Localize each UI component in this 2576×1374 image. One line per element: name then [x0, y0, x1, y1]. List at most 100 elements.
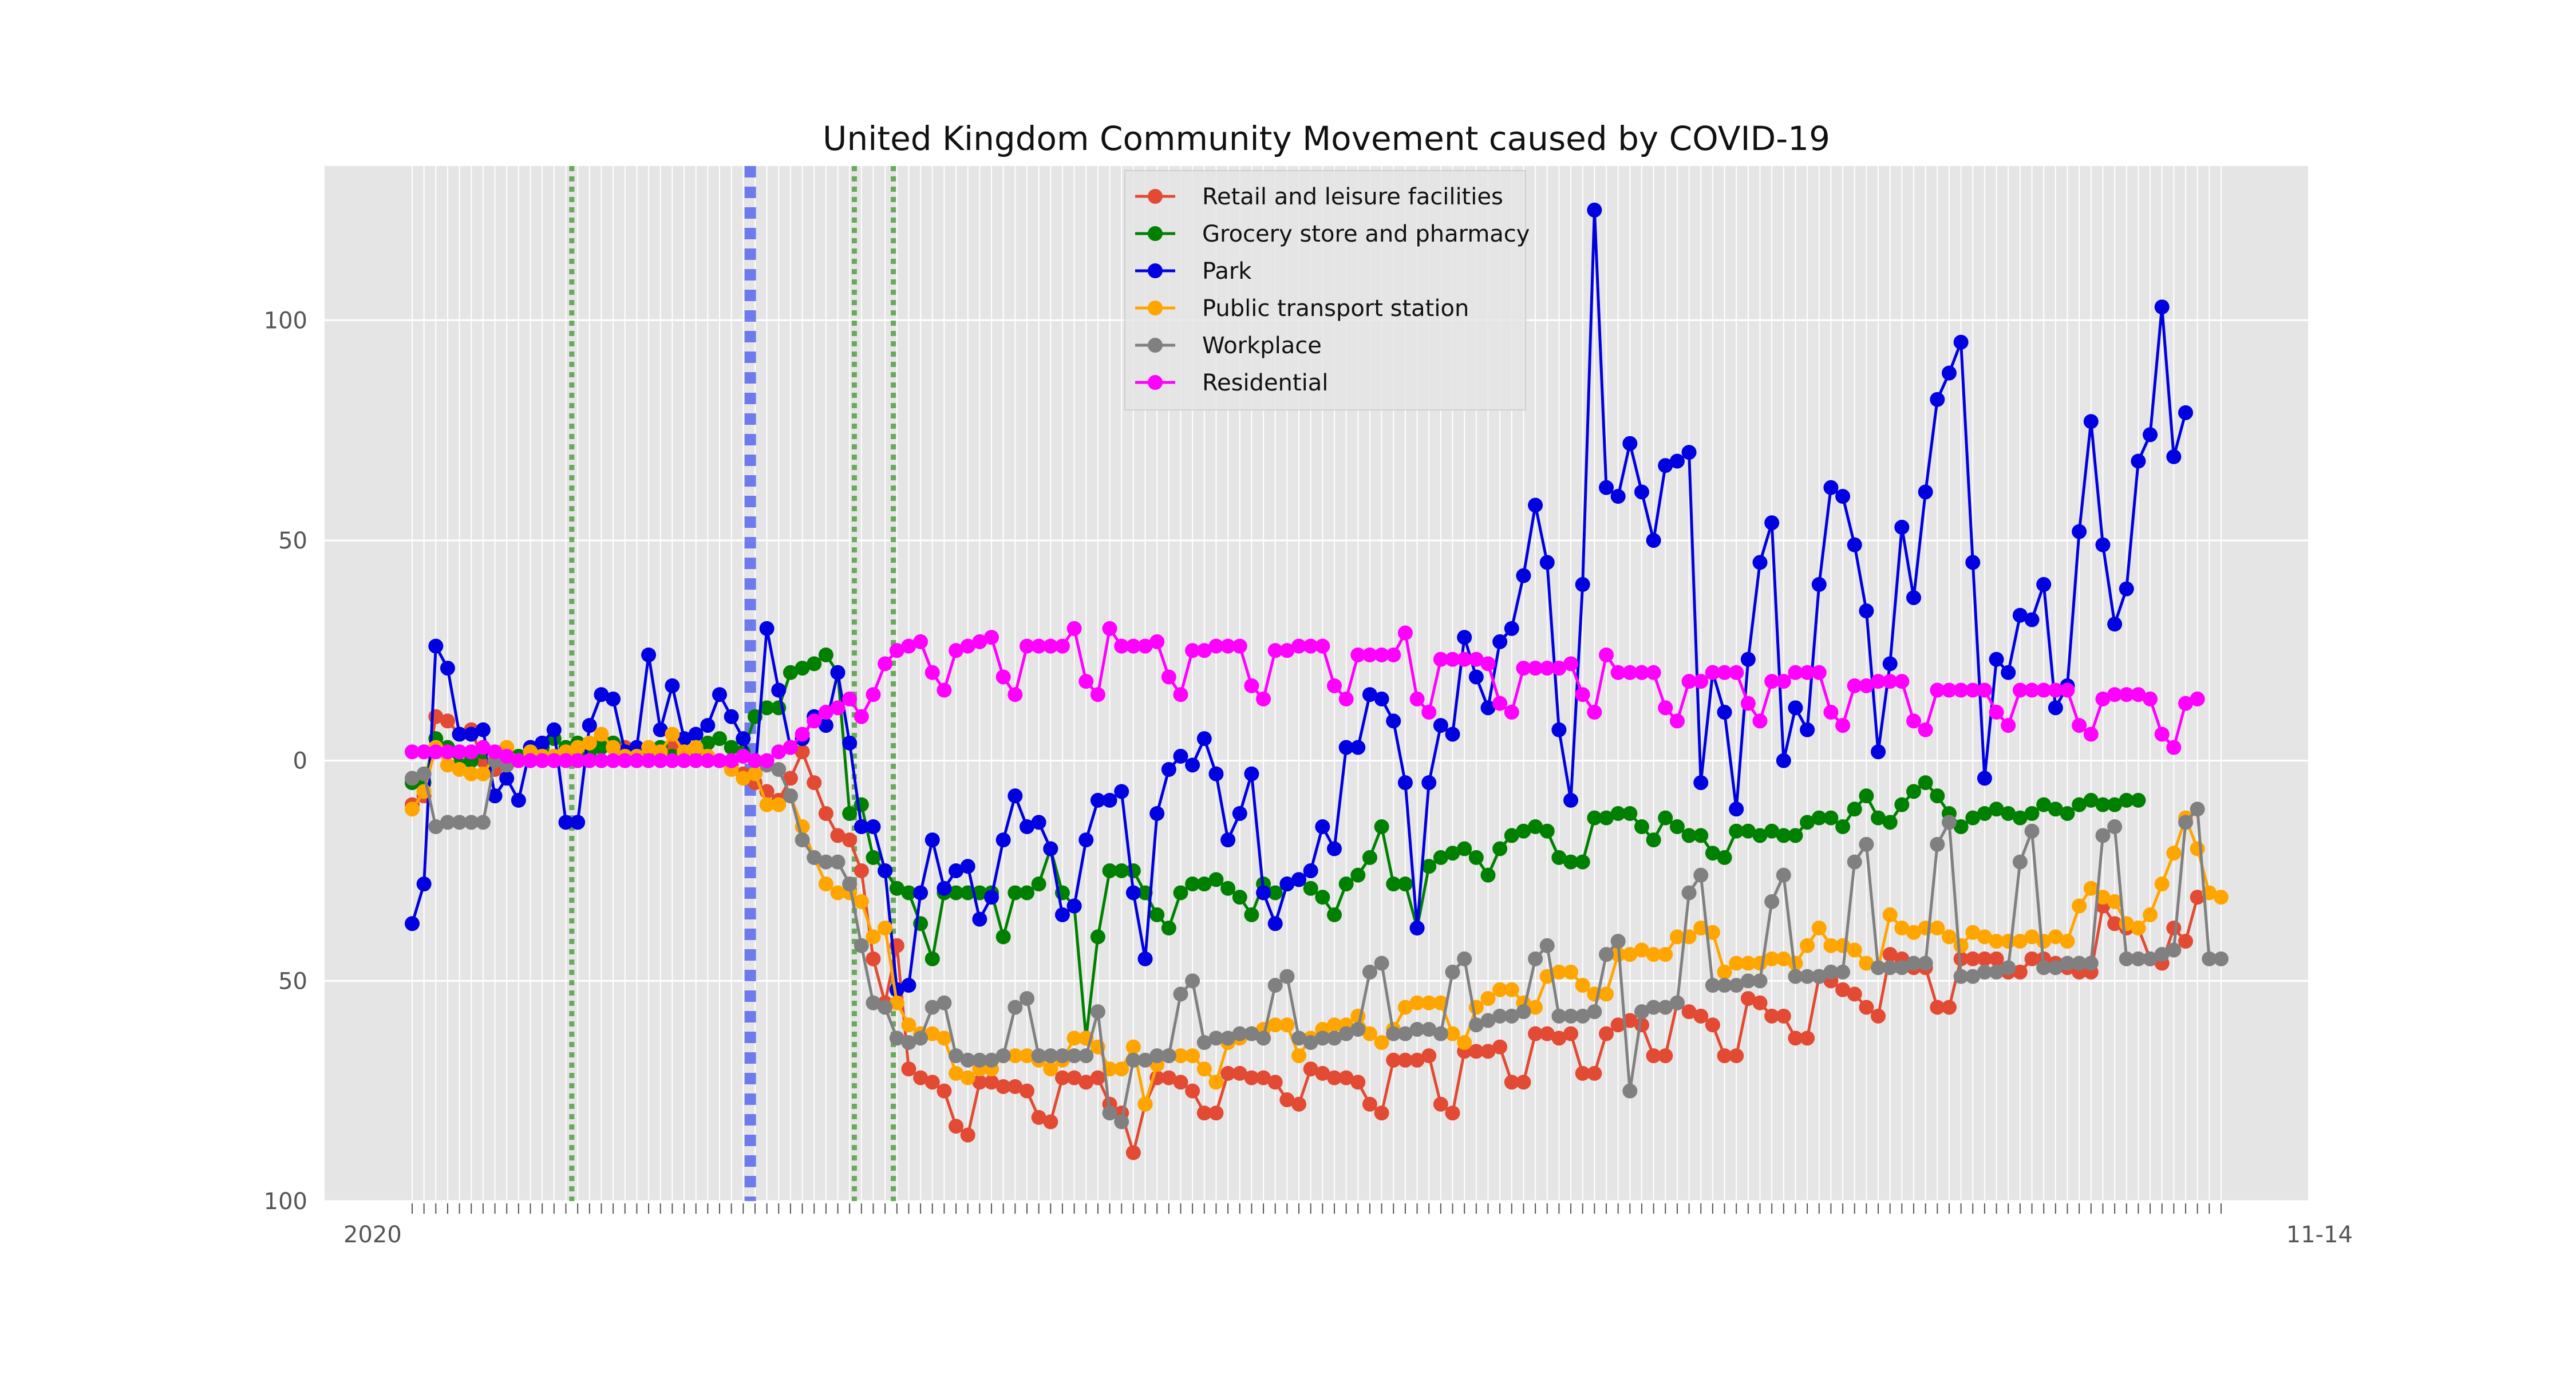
data-point: [641, 647, 657, 662]
data-point: [1043, 1114, 1058, 1130]
data-point: [1965, 682, 1981, 698]
data-point: [1989, 652, 2004, 667]
data-point: [1066, 1048, 1082, 1064]
axes: 100 50 0 50 100 2020 11-14: [264, 307, 2353, 1248]
data-point: [2048, 929, 2063, 945]
data-point: [1882, 674, 1898, 689]
data-point: [1196, 731, 1212, 747]
data-point: [1161, 920, 1176, 935]
data-point: [1102, 621, 1117, 636]
data-point: [854, 938, 869, 953]
data-point: [818, 854, 833, 870]
data-point: [582, 718, 597, 733]
data-point: [1125, 885, 1141, 901]
data-point: [1244, 1070, 1259, 1085]
data-point: [1669, 819, 1685, 835]
data-point: [889, 995, 904, 1010]
y-tick-label: 50: [278, 528, 307, 554]
data-point: [1326, 1030, 1342, 1046]
series-5: [405, 621, 2205, 768]
data-point: [795, 744, 810, 760]
data-point: [1764, 515, 1780, 531]
data-point: [1693, 674, 1709, 689]
data-point: [2048, 682, 2063, 698]
data-point: [1646, 832, 1661, 848]
data-point: [452, 762, 467, 777]
data-point: [1090, 1004, 1105, 1020]
data-point: [1918, 775, 1933, 791]
data-point: [1693, 775, 1709, 791]
data-point: [1326, 1017, 1342, 1033]
data-point: [1859, 603, 1874, 619]
data-point: [1882, 947, 1898, 962]
data-point: [1315, 890, 1330, 905]
data-point: [1008, 885, 1023, 901]
data-point: [1740, 991, 1756, 1006]
data-point: [1587, 1004, 1602, 1020]
data-point: [1800, 1030, 1815, 1046]
data-point: [1953, 334, 1969, 350]
data-point: [1634, 942, 1649, 958]
data-point: [700, 753, 716, 768]
data-point: [1717, 978, 1732, 993]
data-point: [1362, 964, 1377, 980]
data-point: [1386, 647, 1401, 662]
legend-item: Workplace: [1135, 333, 1322, 359]
data-point: [1173, 986, 1188, 1002]
data-point: [1528, 661, 1543, 676]
data-point: [1894, 519, 1910, 535]
data-point: [960, 1052, 975, 1068]
data-point: [901, 1061, 916, 1077]
data-point: [1539, 938, 1555, 953]
grid: [325, 166, 2308, 1202]
data-point: [1433, 718, 1448, 733]
data-point: [866, 995, 881, 1010]
data-point: [724, 753, 739, 768]
data-point: [913, 1070, 929, 1085]
data-point: [1043, 841, 1058, 856]
data-point: [984, 890, 999, 905]
data-point: [1776, 753, 1791, 768]
data-point: [1717, 665, 1732, 680]
data-point: [1965, 969, 1981, 984]
data-point: [807, 713, 822, 729]
data-point: [1421, 995, 1437, 1010]
data-point: [1291, 1096, 1307, 1112]
data-point: [1729, 1048, 1744, 1064]
data-point: [2214, 890, 2229, 905]
data-point: [1279, 876, 1295, 892]
data-point: [2083, 414, 2099, 429]
data-point: [606, 753, 621, 768]
data-point: [452, 744, 467, 760]
data-point: [1350, 647, 1366, 662]
data-point: [1397, 625, 1413, 641]
data-point: [1303, 863, 1318, 878]
data-point: [1457, 951, 1472, 966]
data-point: [842, 735, 858, 751]
data-point: [1705, 925, 1720, 940]
data-point: [1208, 1105, 1224, 1121]
data-point: [606, 691, 621, 706]
data-point: [688, 753, 704, 768]
data-point: [1669, 995, 1685, 1010]
data-point: [1669, 929, 1685, 945]
data-point: [2095, 691, 2111, 706]
data-point: [1196, 876, 1212, 892]
data-point: [866, 929, 881, 945]
data-point: [2178, 405, 2194, 420]
data-point: [937, 995, 952, 1010]
data-point: [1504, 982, 1519, 997]
data-point: [1930, 1000, 1945, 1015]
event-lines: [569, 166, 896, 1201]
data-point: [1658, 700, 1673, 716]
data-point: [665, 753, 680, 768]
data-point: [1173, 1075, 1188, 1090]
data-point: [924, 951, 940, 966]
data-point: [1114, 784, 1129, 799]
data-point: [1256, 1030, 1271, 1046]
data-point: [2012, 810, 2028, 826]
data-point: [1811, 810, 1827, 826]
data-point: [901, 885, 916, 901]
data-point: [1492, 841, 1508, 856]
data-point: [1551, 722, 1567, 737]
